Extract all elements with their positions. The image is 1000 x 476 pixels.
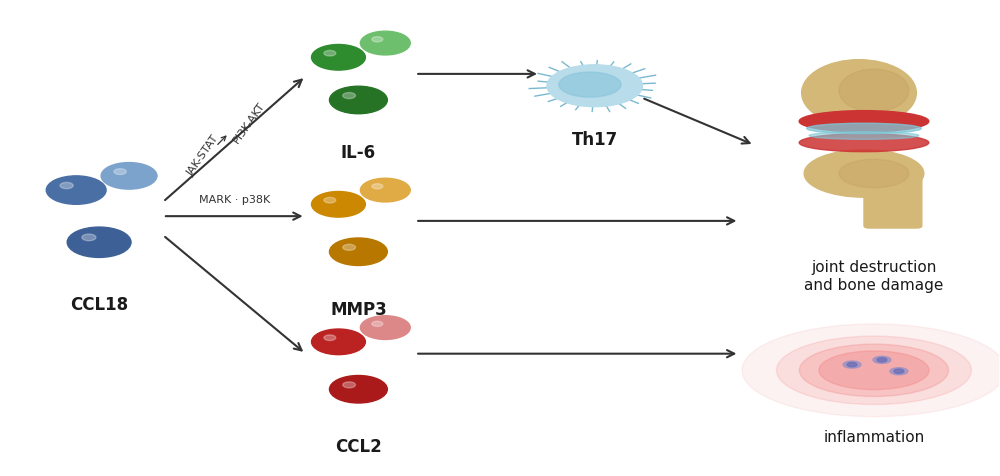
Circle shape bbox=[312, 45, 365, 71]
Ellipse shape bbox=[873, 357, 891, 364]
Text: MMP3: MMP3 bbox=[330, 300, 387, 318]
Circle shape bbox=[324, 51, 336, 57]
Ellipse shape bbox=[894, 369, 904, 374]
Ellipse shape bbox=[799, 134, 929, 152]
Circle shape bbox=[329, 87, 387, 115]
Ellipse shape bbox=[890, 368, 908, 375]
Text: JAK-STAT: JAK-STAT bbox=[185, 133, 220, 178]
Circle shape bbox=[312, 329, 365, 355]
Circle shape bbox=[360, 32, 410, 56]
Circle shape bbox=[101, 163, 157, 190]
Ellipse shape bbox=[807, 124, 921, 134]
Ellipse shape bbox=[847, 363, 857, 367]
Circle shape bbox=[324, 198, 336, 204]
Ellipse shape bbox=[559, 73, 621, 98]
Circle shape bbox=[360, 316, 410, 340]
Ellipse shape bbox=[843, 361, 861, 368]
Circle shape bbox=[46, 177, 106, 205]
Text: MARK · p38K: MARK · p38K bbox=[199, 195, 270, 205]
Ellipse shape bbox=[819, 351, 929, 390]
Text: inflammation: inflammation bbox=[823, 429, 925, 444]
Ellipse shape bbox=[799, 344, 949, 397]
Ellipse shape bbox=[742, 324, 1000, 417]
Ellipse shape bbox=[877, 358, 887, 362]
Ellipse shape bbox=[839, 70, 909, 113]
Ellipse shape bbox=[547, 66, 643, 108]
Ellipse shape bbox=[804, 150, 924, 198]
Text: joint destruction
and bone damage: joint destruction and bone damage bbox=[804, 260, 944, 292]
Text: CCL18: CCL18 bbox=[70, 295, 128, 313]
Circle shape bbox=[324, 335, 336, 341]
Circle shape bbox=[114, 169, 126, 175]
Circle shape bbox=[60, 183, 73, 189]
Circle shape bbox=[343, 382, 356, 388]
Ellipse shape bbox=[802, 60, 916, 127]
Circle shape bbox=[372, 321, 383, 327]
Text: PI3K-AKT: PI3K-AKT bbox=[231, 100, 266, 144]
Ellipse shape bbox=[799, 111, 929, 133]
Circle shape bbox=[343, 93, 356, 99]
Text: IL-6: IL-6 bbox=[341, 144, 376, 162]
FancyBboxPatch shape bbox=[864, 177, 922, 228]
Circle shape bbox=[329, 238, 387, 266]
Ellipse shape bbox=[776, 337, 971, 405]
Circle shape bbox=[372, 38, 383, 43]
Text: Th17: Th17 bbox=[572, 131, 618, 149]
Circle shape bbox=[360, 179, 410, 202]
Circle shape bbox=[82, 235, 96, 241]
Ellipse shape bbox=[809, 132, 919, 140]
Circle shape bbox=[372, 184, 383, 189]
Circle shape bbox=[312, 192, 365, 218]
Text: CCL2: CCL2 bbox=[335, 437, 382, 455]
Ellipse shape bbox=[839, 160, 909, 188]
Circle shape bbox=[67, 228, 131, 258]
Circle shape bbox=[343, 245, 356, 251]
Circle shape bbox=[329, 376, 387, 403]
